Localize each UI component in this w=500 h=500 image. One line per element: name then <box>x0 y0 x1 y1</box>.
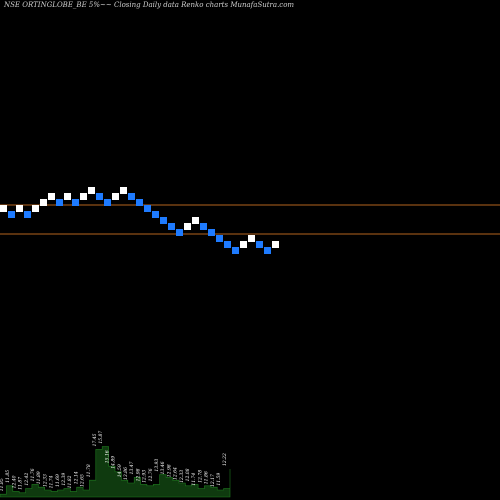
volume-label: 12.42 <box>24 473 30 486</box>
volume-label: 11.74 <box>191 473 197 486</box>
renko-brick-up <box>192 217 199 224</box>
volume-label: 11.85 <box>0 478 5 491</box>
renko-brick-up <box>248 235 255 242</box>
volume-label: 11.82 <box>67 475 73 488</box>
renko-brick-down <box>160 217 167 224</box>
renko-brick-down <box>144 205 151 212</box>
renko-brick-up <box>32 205 39 212</box>
renko-brick-down <box>168 223 175 230</box>
renko-brick-down <box>104 199 111 206</box>
renko-brick-up <box>272 241 279 248</box>
renko-brick-down <box>96 193 103 200</box>
renko-brick-up <box>0 205 7 212</box>
volume-label: 12.78 <box>197 470 203 483</box>
volume-label: 12.98 <box>135 468 141 481</box>
volume-label: 15.16 <box>104 450 110 463</box>
renko-brick-down <box>208 229 215 236</box>
renko-brick-down <box>8 211 15 218</box>
renko-brick-down <box>216 235 223 242</box>
chart-title: NSE ORTINGLOBE_BE 5%~~ Closing Daily dat… <box>4 1 295 9</box>
volume-label: 12.33 <box>42 474 48 487</box>
volume-label: 11.78 <box>86 464 92 477</box>
renko-brick-up <box>112 193 119 200</box>
volume-label: 11.74 <box>49 475 55 488</box>
volume-label: 11.59 <box>216 473 222 486</box>
volume-panel <box>0 446 231 498</box>
renko-bricks <box>0 187 279 254</box>
volume-label: 12.22 <box>222 453 228 466</box>
volume-label: 11.86 <box>204 471 210 484</box>
renko-brick-down <box>128 193 135 200</box>
renko-brick-up <box>240 241 247 248</box>
volume-label: 12.64 <box>173 467 179 480</box>
renko-brick-down <box>200 223 207 230</box>
volume-label: 12.14 <box>73 471 79 484</box>
volume-label: 12.40 <box>11 475 17 488</box>
volume-label: 12.33 <box>179 470 185 483</box>
volume-label: 14.89 <box>111 456 117 469</box>
renko-brick-down <box>72 199 79 206</box>
volume-label: 11.89 <box>36 471 42 484</box>
renko-brick-up <box>184 223 191 230</box>
renko-brick-down <box>264 247 271 254</box>
volume-label: 12.17 <box>210 474 216 487</box>
reference-lines <box>0 204 500 235</box>
renko-brick-up <box>120 187 127 194</box>
renko-brick-down <box>256 241 263 248</box>
renko-brick-down <box>24 211 31 218</box>
renko-brick-down <box>136 199 143 206</box>
volume-label: 14.59 <box>117 464 123 477</box>
volume-label: 13.93 <box>154 459 160 472</box>
renko-brick-up <box>64 193 71 200</box>
volume-label: 12.65 <box>80 474 86 487</box>
renko-brick-down <box>232 247 239 254</box>
volume-label: 17.45 <box>92 433 98 446</box>
volume-label: 13.86 <box>123 467 129 480</box>
renko-brick-up <box>80 193 87 200</box>
volume-label: 13.47 <box>129 461 135 474</box>
volume-label: 12.93 <box>142 470 148 483</box>
volume-area <box>0 446 231 498</box>
volume-label: 15.87 <box>98 431 104 444</box>
renko-brick-down <box>152 211 159 218</box>
volume-label: 12.76 <box>148 468 154 481</box>
volume-label: 11.69 <box>55 474 61 487</box>
volume-label: 11.85 <box>5 470 11 483</box>
renko-brick-up <box>88 187 95 194</box>
renko-brick-up <box>40 199 47 206</box>
volume-label: 11.76 <box>30 468 36 481</box>
volume-label: 13.46 <box>160 461 166 474</box>
renko-brick-down <box>224 241 231 248</box>
volume-label: 12.98 <box>166 464 172 477</box>
volume-label: 12.39 <box>61 473 67 486</box>
renko-brick-down <box>176 229 183 236</box>
volume-label: 11.87 <box>18 477 24 490</box>
renko-brick-up <box>48 193 55 200</box>
volume-label: 12.08 <box>185 468 191 481</box>
renko-brick-up <box>16 205 23 212</box>
renko-brick-down <box>56 199 63 206</box>
